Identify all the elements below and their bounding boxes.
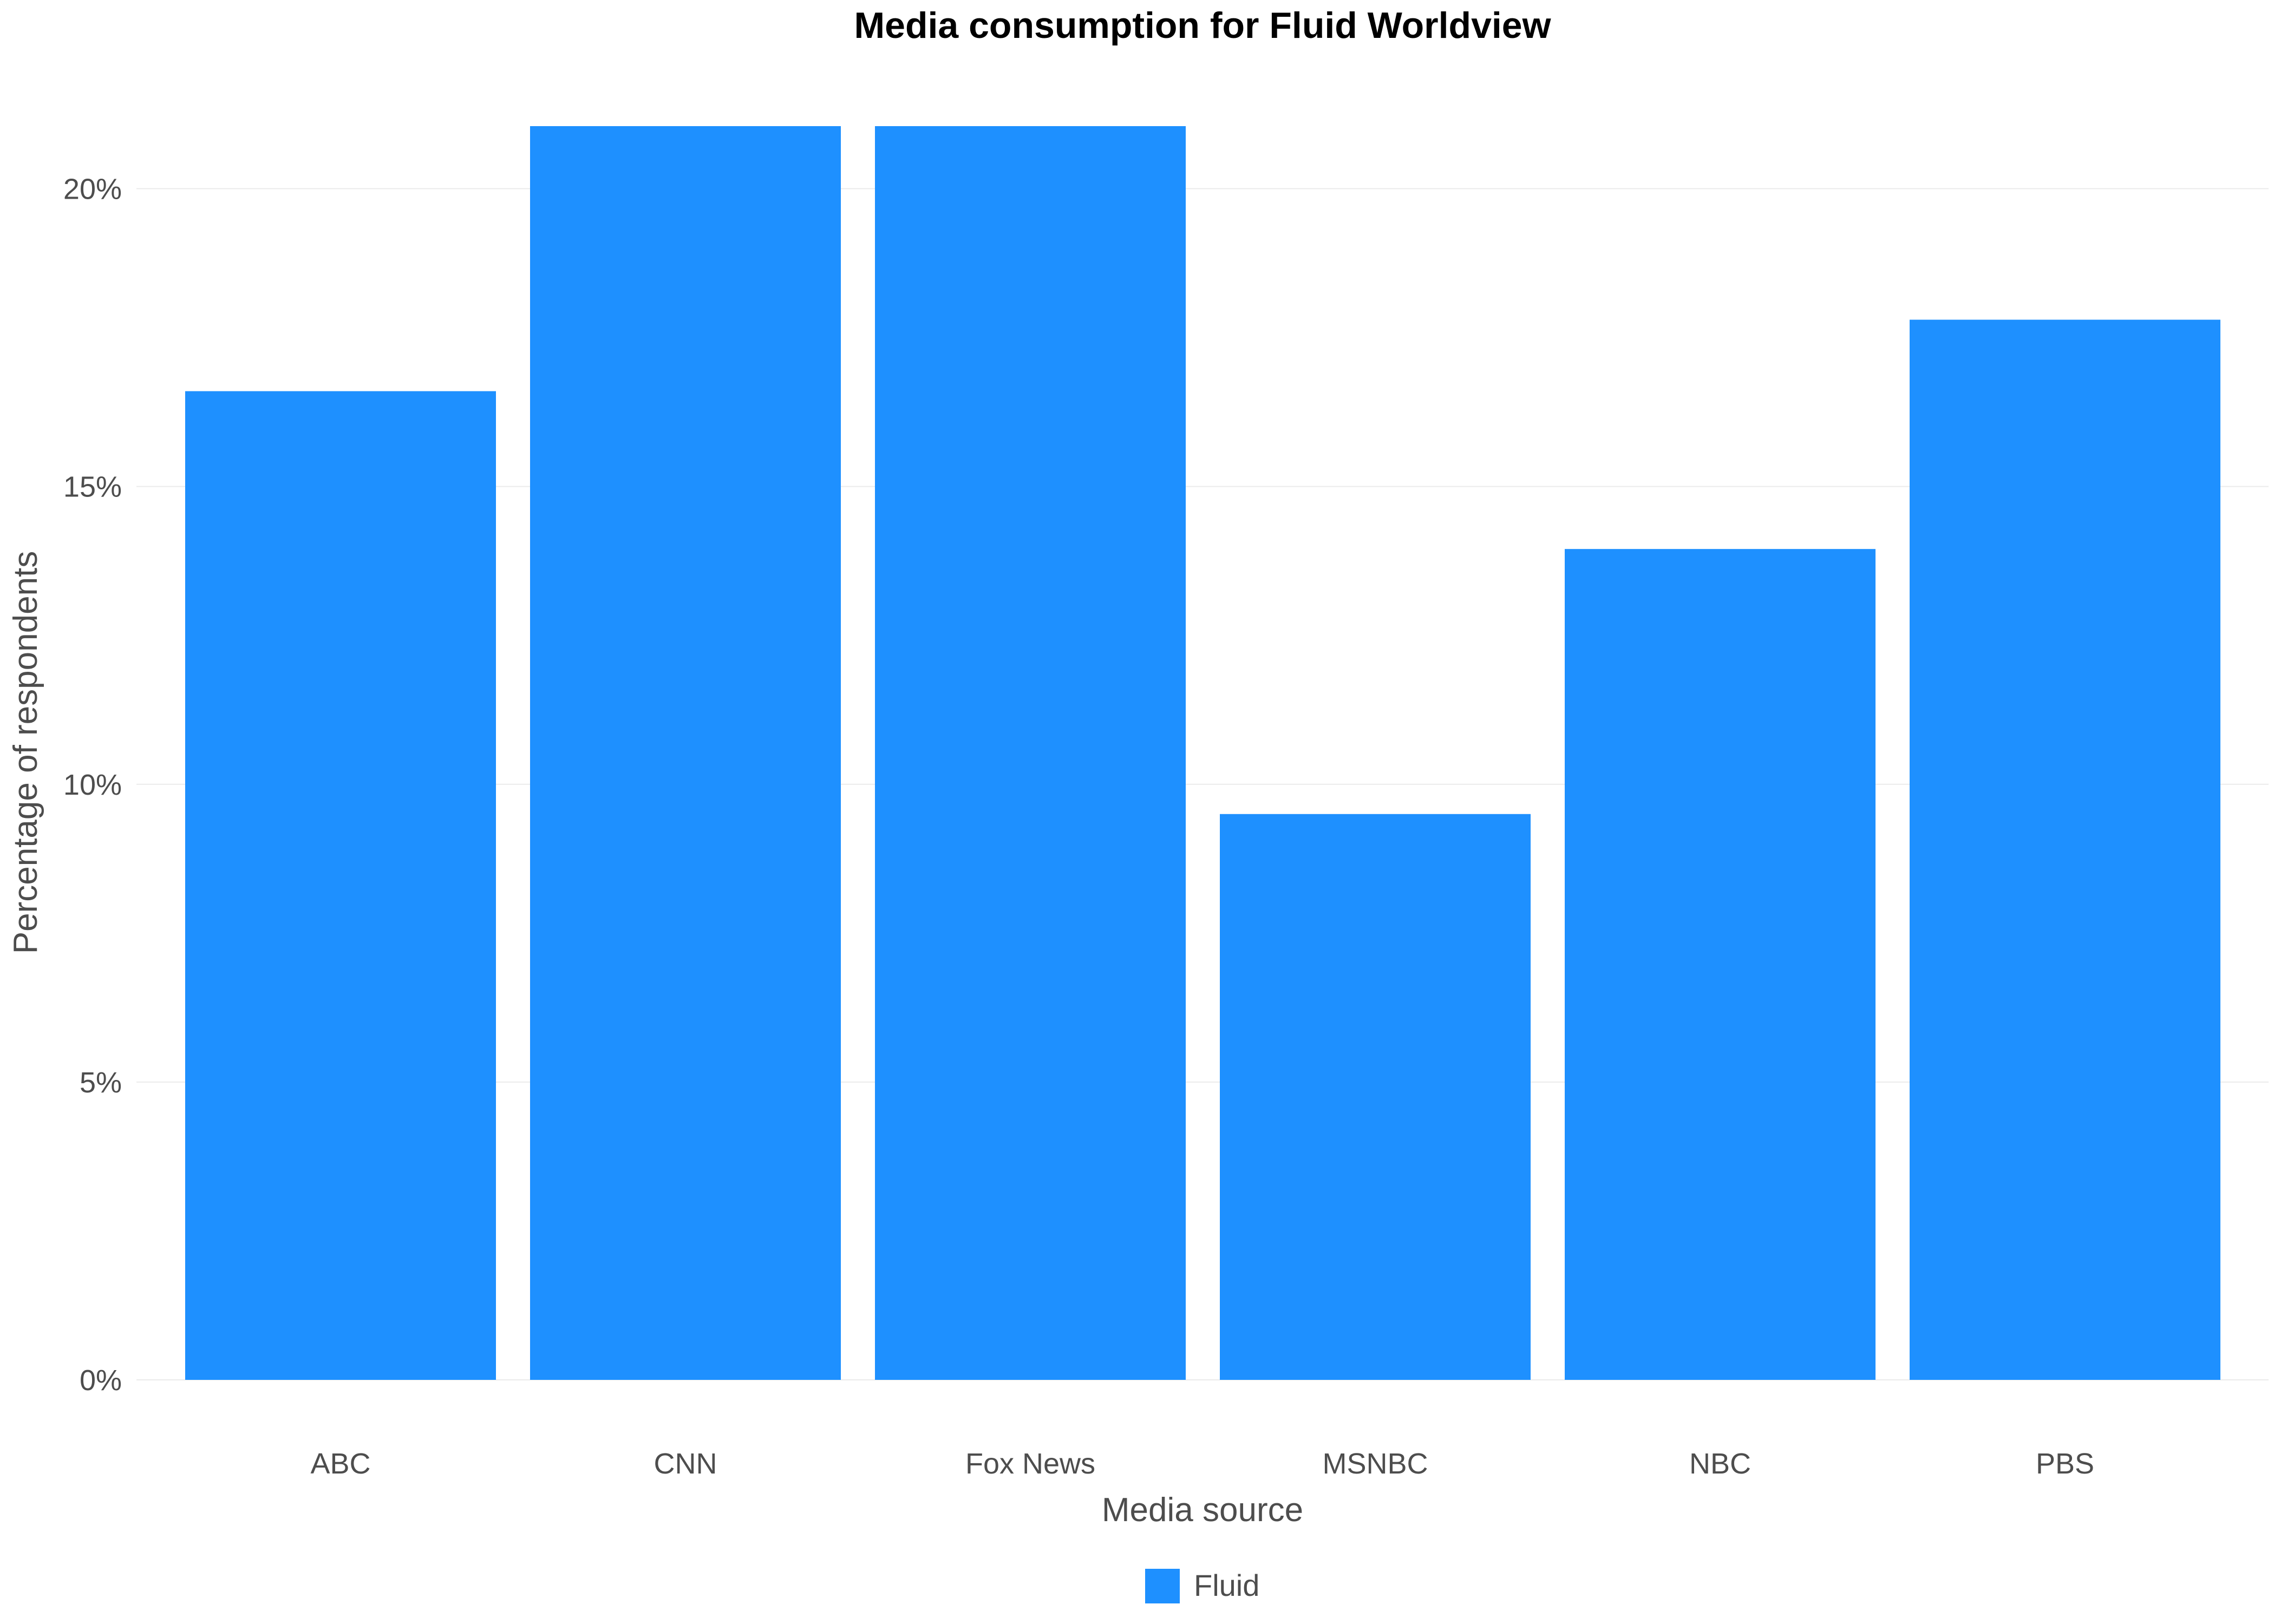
legend: Fluid	[1145, 1568, 1259, 1603]
y-tick-label: 0%	[80, 1364, 122, 1397]
chart-title: Media consumption for Fluid Worldview	[854, 5, 1552, 46]
bar-nbc	[1565, 549, 1876, 1380]
bar-msnbc	[1220, 814, 1531, 1380]
y-tick-label: 5%	[80, 1066, 122, 1099]
bar-fox-news	[875, 126, 1186, 1380]
y-tick-label: 20%	[63, 173, 122, 206]
x-tick-label: PBS	[2036, 1448, 2094, 1480]
y-axis: 0% 5% 10% 15% 20%	[63, 173, 122, 1397]
bars	[185, 126, 2220, 1380]
bar-pbs	[1910, 319, 2220, 1380]
bar-abc	[185, 391, 496, 1380]
x-axis-title: Media source	[1102, 1491, 1303, 1529]
y-tick-label: 10%	[63, 769, 122, 801]
legend-swatch	[1145, 1569, 1180, 1603]
x-tick-label: NBC	[1689, 1448, 1751, 1480]
legend-label-fluid: Fluid	[1194, 1568, 1259, 1602]
x-axis: ABC CNN Fox News MSNBC NBC PBS	[310, 1448, 2094, 1480]
x-tick-label: MSNBC	[1322, 1448, 1428, 1480]
y-axis-title: Percentage of respondents	[7, 551, 44, 954]
y-tick-label: 15%	[63, 471, 122, 503]
x-tick-label: ABC	[310, 1448, 370, 1480]
x-tick-label: Fox News	[965, 1448, 1095, 1480]
x-tick-label: CNN	[654, 1448, 717, 1480]
bar-cnn	[530, 126, 841, 1380]
